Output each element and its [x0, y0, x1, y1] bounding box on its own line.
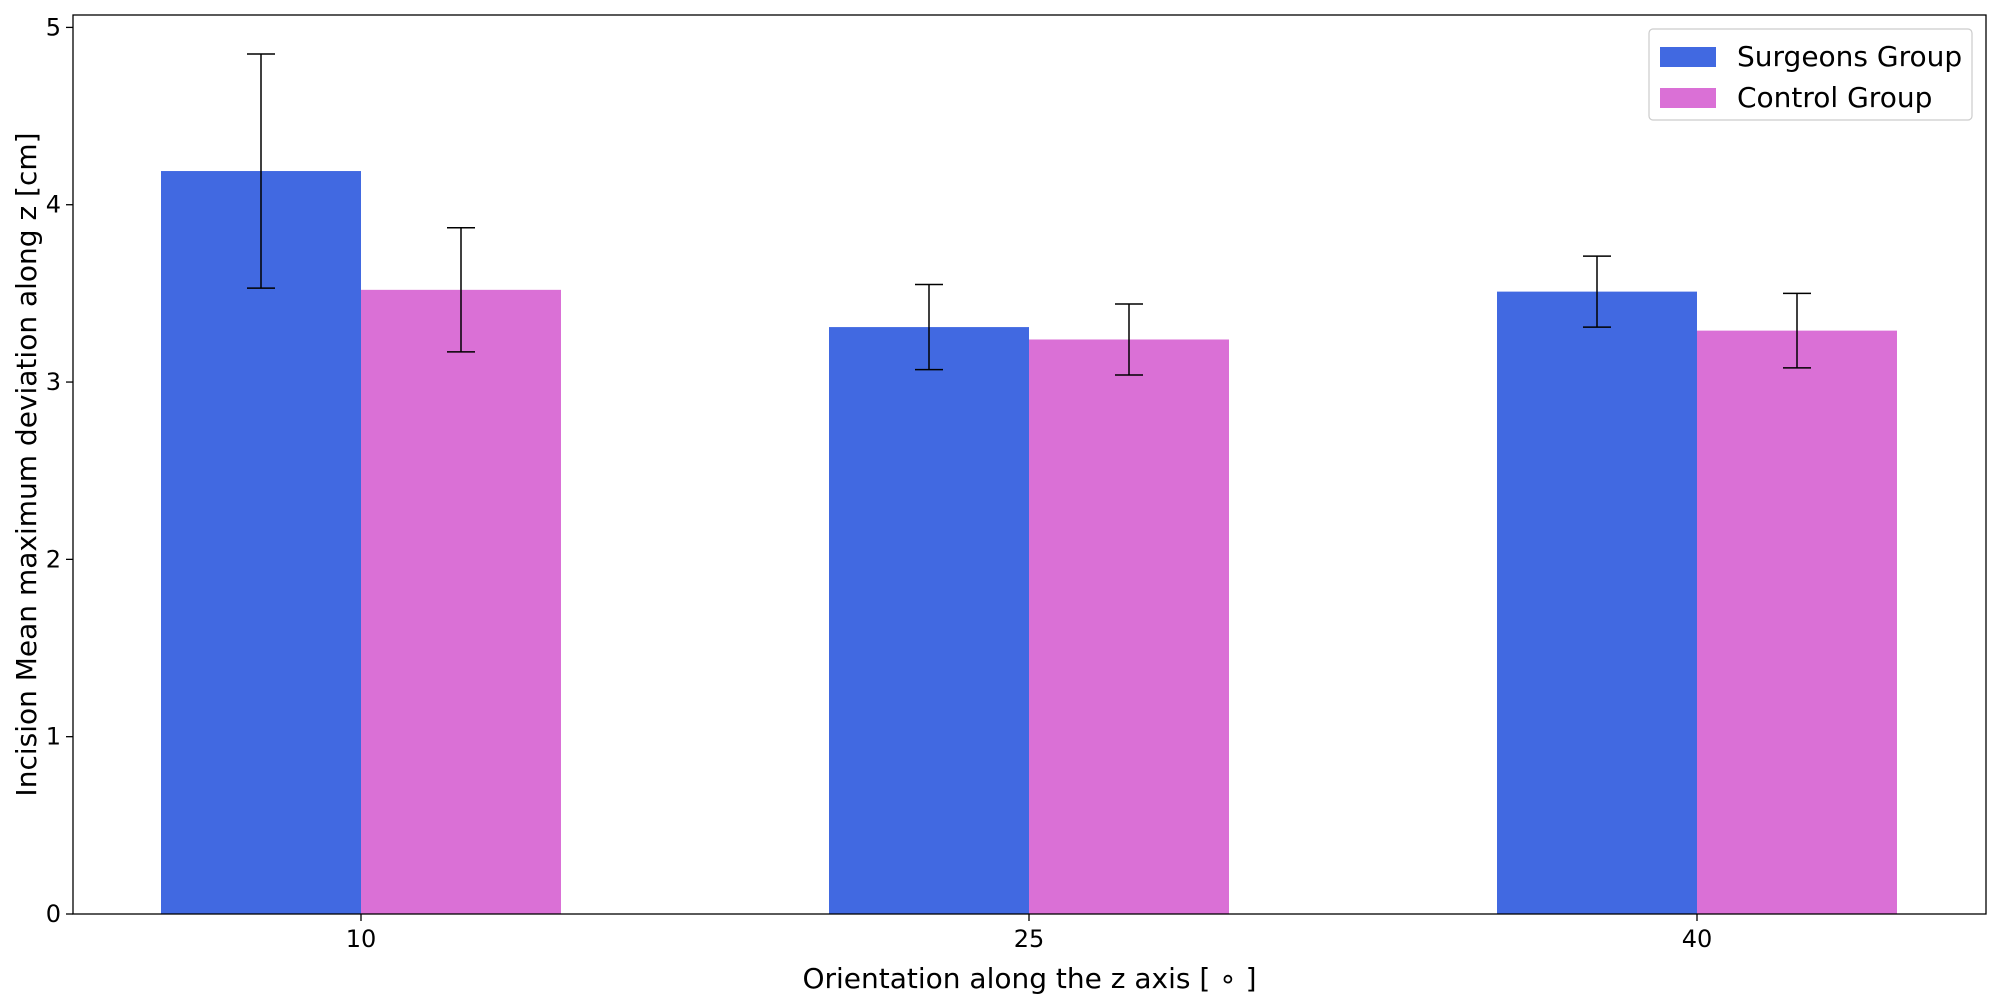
y-tick-label: 1: [46, 723, 61, 751]
y-tick-label: 0: [46, 900, 61, 928]
x-tick-label: 10: [346, 925, 377, 953]
bars-layer: [161, 171, 1897, 915]
x-tick-label: 25: [1014, 925, 1045, 953]
error-bars-layer: [247, 53, 1811, 376]
x-axis-ticks: 10 25 40: [346, 914, 1713, 953]
legend-swatch-surgeons-group: [1660, 47, 1716, 67]
x-axis-label: Orientation along the z axis [ ∘ ]: [802, 962, 1256, 995]
y-tick-label: 5: [46, 13, 61, 41]
bar-control-group-25: [1029, 339, 1229, 915]
bar-surgeons-group-10: [161, 171, 361, 915]
bar-surgeons-group-40: [1497, 291, 1697, 915]
y-tick-label: 2: [46, 545, 61, 573]
bar-surgeons-group-25: [829, 327, 1029, 915]
y-tick-label: 4: [46, 191, 61, 219]
legend-label-surgeons-group: Surgeons Group: [1737, 40, 1962, 73]
y-axis-ticks: 0 1 2 3 4 5: [46, 13, 73, 928]
legend-label-control-group: Control Group: [1737, 81, 1932, 114]
legend-box: [1648, 28, 1973, 121]
y-axis-label: Incision Mean maximum deviation along z …: [10, 132, 43, 796]
bar-control-group-40: [1697, 330, 1897, 914]
y-tick-label: 3: [46, 368, 61, 396]
legend-swatch-control-group: [1660, 88, 1716, 108]
legend: Surgeons Group Control Group: [1648, 28, 1973, 121]
x-tick-label: 40: [1682, 925, 1713, 953]
bar-control-group-10: [361, 289, 561, 914]
